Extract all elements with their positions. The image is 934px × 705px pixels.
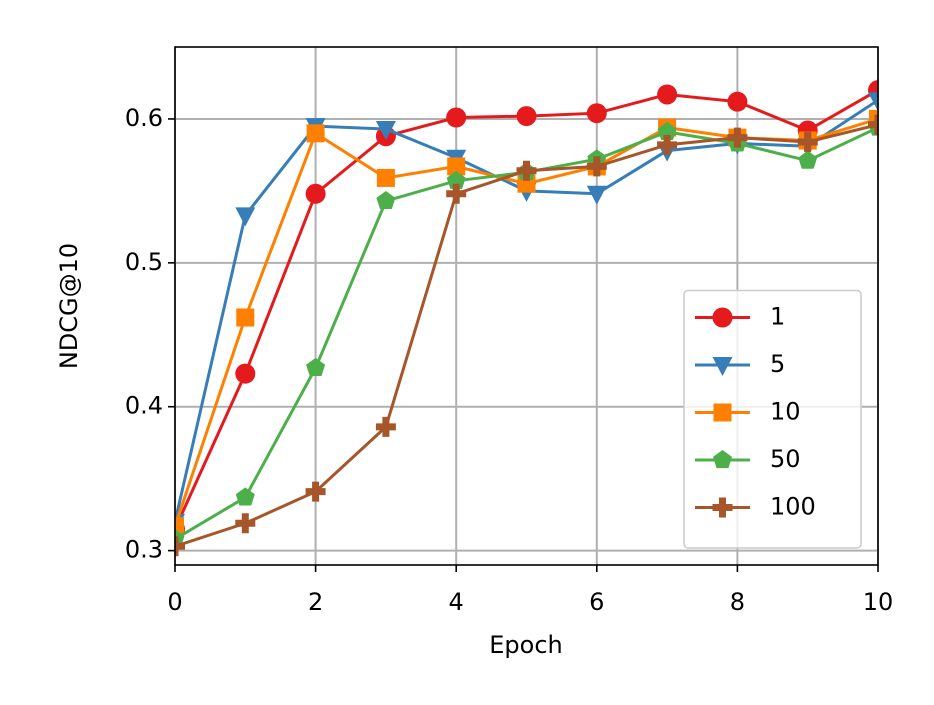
marker: [446, 183, 467, 204]
y-tick-label: 0.6: [125, 104, 163, 132]
marker: [657, 121, 677, 140]
marker: [447, 157, 466, 176]
marker: [306, 357, 326, 376]
marker: [713, 403, 732, 422]
marker: [868, 92, 878, 112]
marker: [586, 103, 607, 124]
legend-label: 100: [770, 493, 816, 521]
marker: [797, 131, 818, 152]
marker: [657, 84, 678, 105]
marker: [235, 363, 256, 384]
marker: [375, 121, 396, 141]
marker: [235, 207, 256, 227]
marker: [305, 183, 326, 204]
marker: [586, 185, 607, 205]
marker: [712, 497, 733, 518]
marker: [446, 170, 466, 189]
marker: [798, 150, 818, 169]
axes-frame: [174, 46, 879, 566]
marker: [516, 106, 537, 127]
marker: [712, 307, 733, 328]
marker: [175, 517, 184, 536]
x-tick-label: 8: [730, 588, 745, 616]
x-tick-label: 0: [167, 588, 182, 616]
marker: [446, 107, 467, 128]
y-tick-label: 0.3: [125, 536, 163, 564]
plot-area: [175, 80, 878, 557]
legend-label: 1: [770, 303, 785, 331]
marker: [516, 160, 537, 181]
legend-label: 5: [770, 350, 785, 378]
marker: [586, 156, 607, 177]
marker: [376, 168, 395, 187]
legend: 1 5 10 50 100: [683, 289, 862, 549]
marker: [712, 450, 733, 469]
y-tick-label: 0.5: [125, 248, 163, 276]
marker: [375, 416, 396, 437]
marker: [305, 481, 326, 502]
marker: [727, 127, 748, 148]
y-tick-label: 0.4: [125, 392, 163, 420]
marker: [236, 308, 255, 327]
x-tick-label: 2: [308, 588, 323, 616]
legend-label: 50: [770, 445, 801, 473]
marker: [235, 487, 255, 506]
x-tick-label: 6: [589, 588, 604, 616]
marker: [175, 536, 185, 557]
marker: [657, 134, 678, 155]
marker: [727, 91, 748, 112]
x-tick-label: 10: [863, 588, 894, 616]
marker: [235, 513, 256, 534]
legend-box: [683, 289, 862, 549]
y-axis-label: NDCG@10: [55, 243, 83, 369]
x-axis-label: Epoch: [489, 631, 563, 659]
x-tick-label: 4: [449, 588, 464, 616]
marker: [376, 190, 396, 210]
marker: [306, 124, 325, 143]
legend-label: 10: [770, 398, 801, 426]
marker: [712, 357, 733, 376]
marker: [868, 114, 878, 135]
marker: [869, 109, 878, 128]
